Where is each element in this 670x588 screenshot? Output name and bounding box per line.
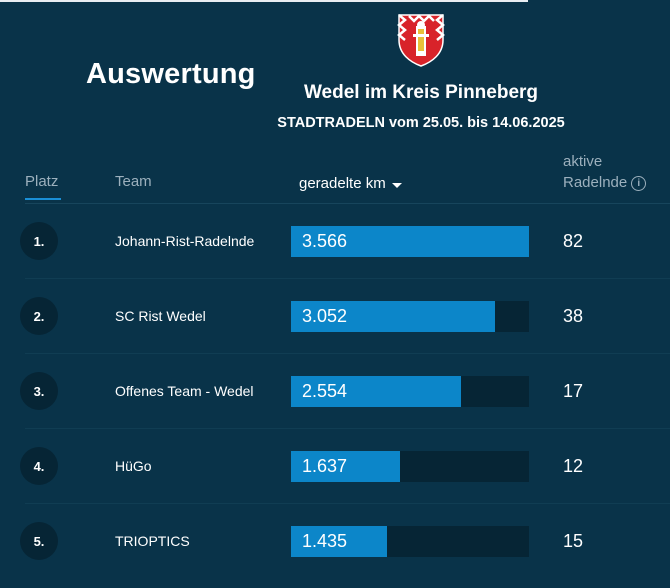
row-divider bbox=[25, 278, 670, 279]
km-bar-fill bbox=[291, 451, 401, 482]
rank-badge: 2. bbox=[20, 297, 58, 335]
team-name[interactable]: Offenes Team - Wedel bbox=[115, 383, 254, 399]
active-riders-count: 15 bbox=[563, 531, 584, 551]
header-divider bbox=[25, 203, 670, 204]
row-divider bbox=[25, 353, 670, 354]
column-header-riders-line2: Radelnde bbox=[563, 174, 628, 191]
rank-badge: 5. bbox=[20, 522, 58, 560]
page-title: Auswertung bbox=[86, 58, 256, 90]
active-riders-count: 38 bbox=[563, 306, 584, 326]
coat-of-arms-icon bbox=[397, 14, 445, 67]
municipality-title: Wedel im Kreis Pinneberg bbox=[303, 82, 539, 103]
km-bar-track: 1.637 bbox=[291, 451, 529, 482]
top-divider bbox=[0, 0, 528, 2]
km-bar-track: 2.554 bbox=[291, 376, 529, 407]
table-row[interactable]: 3. Offenes Team - Wedel 2.554 17 bbox=[0, 354, 670, 429]
column-header-km[interactable]: geradelte km bbox=[299, 175, 402, 192]
active-tab-underline bbox=[25, 198, 61, 200]
info-icon[interactable]: i bbox=[631, 176, 647, 191]
km-bar-track: 1.435 bbox=[291, 526, 529, 557]
column-header-riders[interactable]: aktive Radelnde i bbox=[563, 151, 647, 193]
column-header-km-label: geradelte km bbox=[299, 175, 386, 192]
table-row[interactable]: 4. HüGo 1.637 12 bbox=[0, 429, 670, 504]
rank-badge: 4. bbox=[20, 447, 58, 485]
rank-badge: 3. bbox=[20, 372, 58, 410]
km-bar-fill bbox=[291, 301, 495, 332]
rank-badge: 1. bbox=[20, 222, 58, 260]
km-value: 3.052 bbox=[302, 306, 348, 326]
team-name[interactable]: SC Rist Wedel bbox=[115, 308, 206, 324]
team-name[interactable]: Johann-Rist-Radelnde bbox=[115, 233, 255, 249]
table-row[interactable]: 1. Johann-Rist-Radelnde 3.566 82 bbox=[0, 204, 670, 279]
km-bar-fill bbox=[291, 226, 529, 257]
active-riders-count: 12 bbox=[563, 456, 584, 476]
table-row[interactable]: 2. SC Rist Wedel 3.052 38 bbox=[0, 279, 670, 354]
km-value: 1.637 bbox=[302, 456, 348, 476]
km-bar-track: 3.566 bbox=[291, 226, 529, 257]
row-divider bbox=[25, 503, 670, 504]
km-bar-fill bbox=[291, 376, 462, 407]
row-divider bbox=[25, 428, 670, 429]
team-name[interactable]: TRIOPTICS bbox=[115, 533, 190, 549]
km-value: 1.435 bbox=[302, 531, 348, 551]
column-header-rank[interactable]: Platz bbox=[25, 173, 59, 190]
column-header-riders-line1: aktive bbox=[563, 153, 603, 170]
table-row[interactable]: 5. TRIOPTICS 1.435 15 bbox=[0, 504, 670, 579]
km-bar-track: 3.052 bbox=[291, 301, 529, 332]
km-bar-fill bbox=[291, 526, 387, 557]
km-value: 2.554 bbox=[302, 381, 348, 401]
km-value: 3.566 bbox=[302, 231, 348, 251]
active-riders-count: 82 bbox=[563, 231, 584, 251]
active-riders-count: 17 bbox=[563, 381, 584, 401]
column-header-team[interactable]: Team bbox=[115, 173, 152, 190]
campaign-period: STADTRADELN vom 25.05. bis 14.06.2025 bbox=[277, 115, 565, 131]
caret-down-icon bbox=[391, 183, 402, 188]
team-name[interactable]: HüGo bbox=[115, 458, 152, 474]
